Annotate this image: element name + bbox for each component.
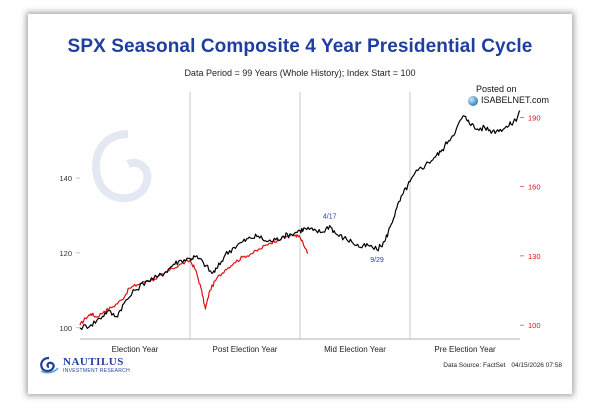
chart-svg: Election Year Post Election Year Mid Elect… <box>59 92 541 354</box>
data-source: Data Source: FactSet <box>443 362 506 369</box>
chart-subtitle: Data Period = 99 Years (Whole History); … <box>184 68 416 78</box>
globe-icon <box>468 95 478 106</box>
timestamp: 04/15/2026 07:58 <box>511 362 562 369</box>
annotation-label: 4/17 <box>323 214 337 221</box>
x-category-label: Post Election Year <box>213 345 278 354</box>
left-tick-label: 100 <box>59 324 72 333</box>
left-tick-label: 120 <box>59 249 72 258</box>
x-category-label: Pre Election Year <box>434 345 496 354</box>
chart-footer: Data Source: FactSet 04/15/2026 07:58 <box>437 362 562 369</box>
black-series-line <box>79 110 521 331</box>
red-series-line <box>79 233 309 326</box>
chart-title: SPX Seasonal Composite 4 Year Presidenti… <box>67 36 533 57</box>
right-tick-label: 130 <box>528 252 541 261</box>
brand-subtitle: INVESTMENT RESEARCH <box>63 368 131 374</box>
posted-on-label: Posted on <box>476 84 517 94</box>
annotation-label: 9/29 <box>370 257 384 264</box>
posted-site-label: ISABELNET.com <box>481 95 550 105</box>
left-tick-label: 140 <box>59 174 72 183</box>
right-tick-label: 190 <box>528 113 541 122</box>
x-category-label: Election Year <box>112 345 159 354</box>
nautilus-swirl-icon <box>40 356 59 374</box>
brand-logo: NAUTILUS INVESTMENT RESEARCH <box>38 356 130 374</box>
brand-name: NAUTILUS <box>63 356 124 368</box>
posted-on-watermark: Posted on ISABELNET.com <box>468 84 578 106</box>
x-category-label: Mid Election Year <box>324 345 386 354</box>
chart-card: Election Year Post Election Year Mid Elect… <box>28 14 572 394</box>
right-tick-label: 160 <box>528 183 541 192</box>
right-tick-label: 100 <box>528 321 541 330</box>
nautilus-watermark-icon <box>91 130 152 203</box>
